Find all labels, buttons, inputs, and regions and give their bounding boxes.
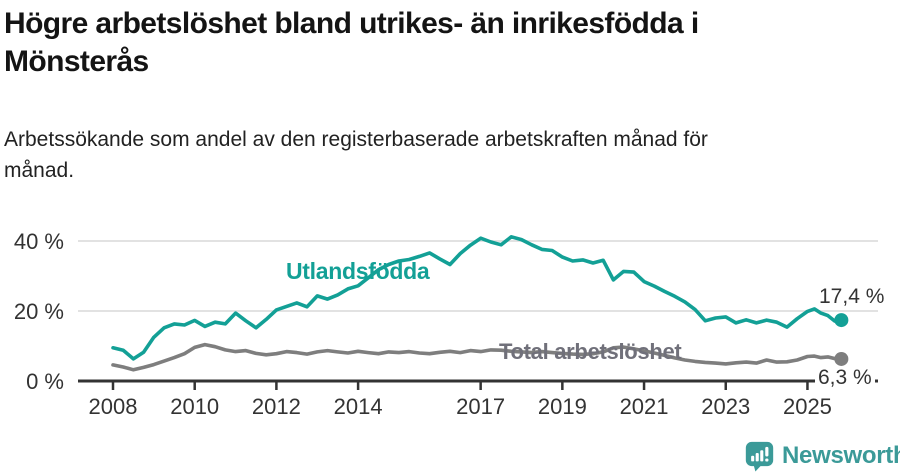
series-line-utlandsf-dda — [111, 235, 844, 361]
x-axis-label-2010: 2010 — [170, 394, 219, 419]
end-value-label-utlandsfodda: 17,4 % — [819, 285, 885, 308]
x-axis-label-2023: 2023 — [701, 394, 750, 419]
page-title-line1: Högre arbetslöshet bland utrikes- än inr… — [4, 7, 699, 40]
series-line-total-arbetsl-shet — [111, 342, 844, 372]
end-value-label-total: 6,3 % — [815, 366, 875, 390]
series-label-total-arbetsloshet: Total arbetslöshet — [499, 339, 682, 364]
page-subtitle-line1: Arbetssökande som andel av den registerb… — [4, 128, 708, 151]
y-axis-label-40: 40 % — [14, 229, 64, 254]
y-axis-label-0: 0 % — [26, 369, 64, 394]
x-axis-label-2021: 2021 — [620, 394, 669, 419]
newsworthy-chart-bubble-icon — [745, 441, 774, 472]
x-axis-label-2025: 2025 — [783, 394, 832, 419]
y-axis-label-20: 20 % — [14, 299, 64, 324]
page-subtitle: Arbetssökande som andel av den registerb… — [4, 124, 844, 186]
series-label-utlandsfodda: Utlandsfödda — [286, 258, 430, 284]
page-subtitle-line2: månad. — [4, 159, 75, 182]
series-end-dot-total-arbetsl-shet — [834, 351, 849, 366]
newsworthy-logo: Newsworthy — [744, 440, 900, 472]
page-title-line2: Mönsterås — [4, 45, 149, 78]
x-axis-label-2019: 2019 — [538, 394, 587, 419]
x-axis-label-2008: 2008 — [89, 394, 138, 419]
x-axis-label-2012: 2012 — [252, 394, 301, 419]
page-title: Högre arbetslöshet bland utrikes- än inr… — [4, 5, 864, 81]
series-end-dot-utlandsf-dda — [834, 313, 849, 328]
x-axis-label-2014: 2014 — [334, 394, 383, 419]
newsworthy-wordmark: Newsworthy — [782, 442, 900, 469]
x-axis-label-2017: 2017 — [456, 394, 505, 419]
